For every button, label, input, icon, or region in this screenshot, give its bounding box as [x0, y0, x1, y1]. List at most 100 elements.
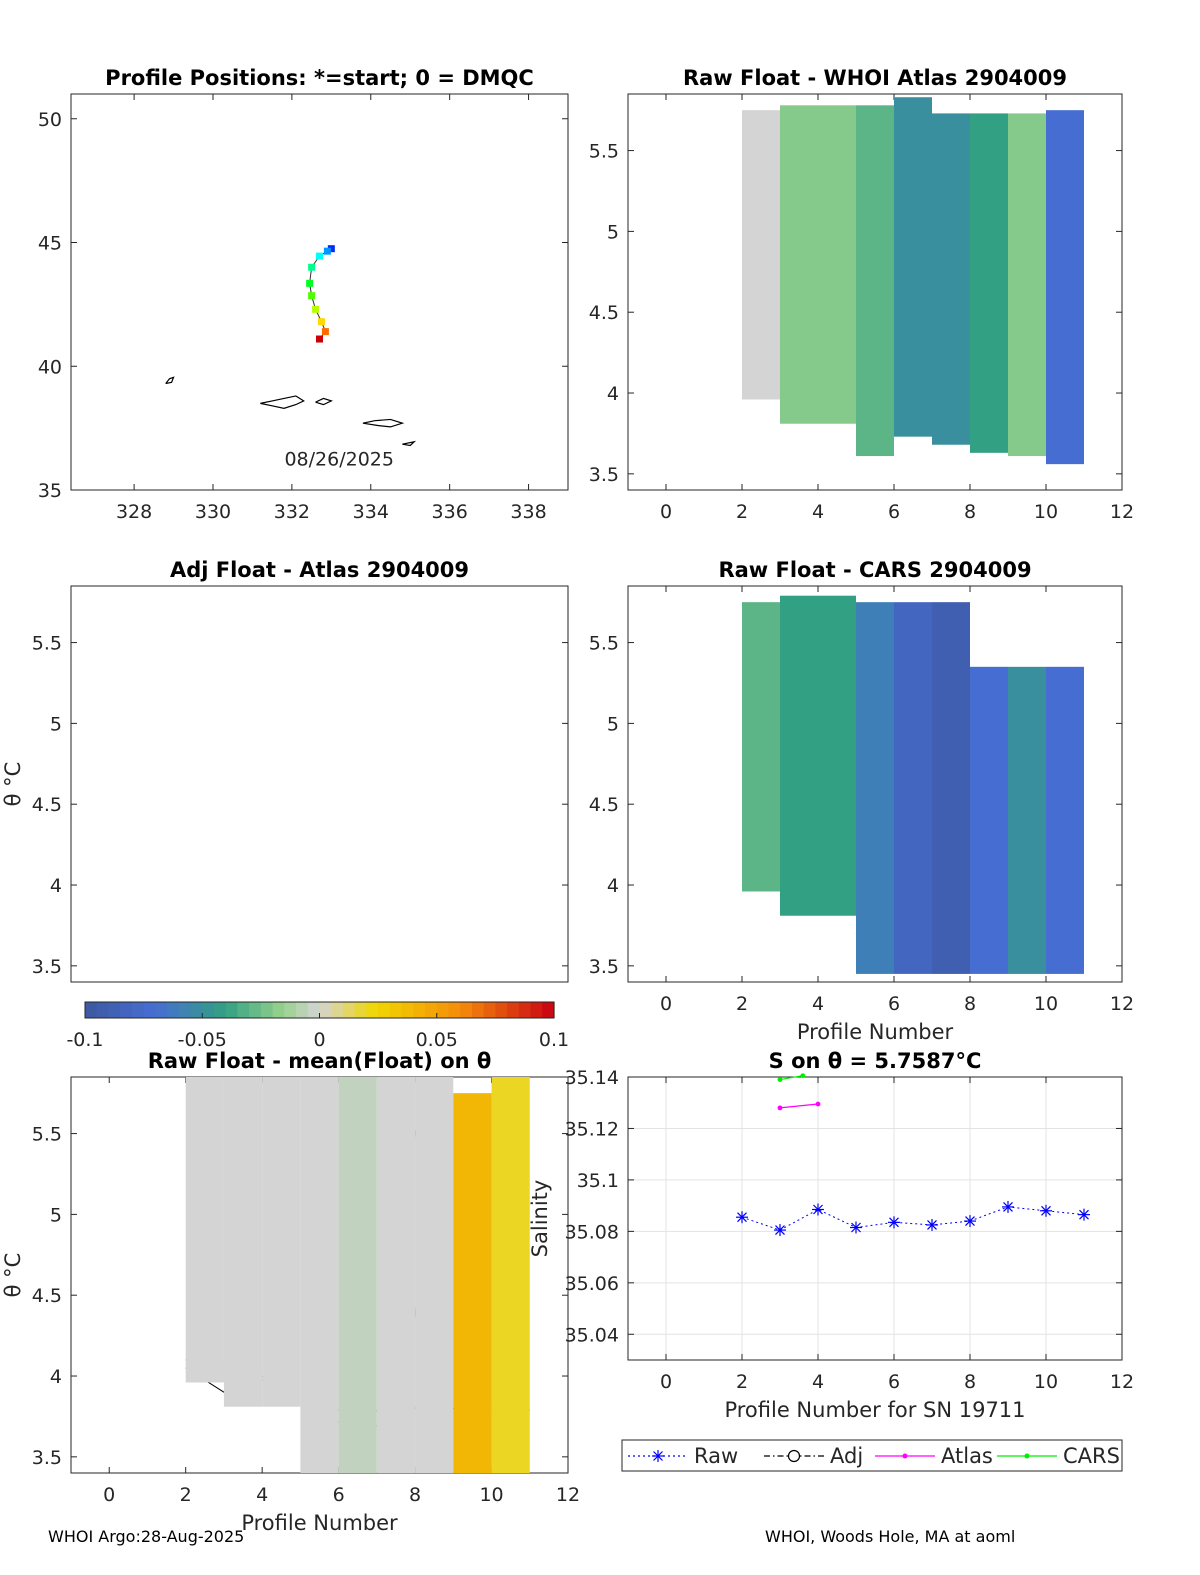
- raw-point-stroke: [927, 1220, 937, 1230]
- mean-cells: [185, 1077, 530, 1473]
- salinity-xtick-label: 6: [888, 1371, 900, 1393]
- colorbar-tick-label: -0.05: [178, 1029, 227, 1051]
- mean-xtick-label: 12: [556, 1484, 580, 1506]
- salinity-axes: 0 2 4 6 8 10 12 35.04 35.06 35.08 35.1 35.12 35.14 S …: [528, 1049, 1134, 1422]
- map-contour: [402, 440, 417, 447]
- legend-label-adj: Adj: [830, 1444, 863, 1468]
- raw-point: [1002, 1200, 1014, 1213]
- colorbar-segment: [307, 1002, 321, 1018]
- raw-point-stroke: [1079, 1209, 1089, 1220]
- adj-ytick-label: 3.5: [32, 956, 62, 978]
- colorbar-segment: [190, 1002, 203, 1018]
- salinity-xtick-label: 0: [660, 1371, 672, 1393]
- colorbar-segment: [448, 1002, 461, 1018]
- cars-column: [1008, 666, 1046, 974]
- map-profile-marker: [317, 318, 325, 326]
- map-track-line: [309, 248, 332, 340]
- salinity-ytick-label: 35.14: [565, 1067, 619, 1089]
- atlas-xtick-label: 2: [736, 501, 748, 523]
- salinity-ytick-label: 35.04: [565, 1324, 619, 1346]
- colorbar-tick-label: 0: [313, 1029, 325, 1051]
- map-profile-marker: [308, 263, 316, 271]
- raw-point: [736, 1211, 748, 1224]
- cars-xtick-label: 4: [812, 993, 824, 1015]
- colorbar-tick-label: -0.1: [66, 1029, 103, 1051]
- raw-point-stroke: [851, 1222, 861, 1233]
- salinity-legend: Raw Adj Atlas CARS: [621, 1439, 1123, 1472]
- colorbar-segment: [401, 1002, 414, 1018]
- map-contour: [260, 395, 305, 409]
- raw-line: [741, 1206, 1085, 1231]
- atlas-column: [894, 97, 932, 437]
- mean-column: [376, 1077, 416, 1473]
- raw-point: [1040, 1204, 1052, 1217]
- map-contour: [165, 376, 175, 385]
- colorbar-segment: [120, 1002, 133, 1018]
- mean-column: [453, 1093, 492, 1473]
- colorbar-segment: [155, 1002, 168, 1018]
- atlas-ytick-label: 5: [607, 221, 619, 243]
- mean-ylabel: θ °C: [1, 1253, 25, 1298]
- map-xtick-label: 338: [510, 501, 546, 523]
- mean-ytick-label: 3.5: [32, 1447, 62, 1469]
- map-profile-marker: [316, 335, 323, 343]
- map-xtick-label: 328: [116, 501, 152, 523]
- atlas-column: [970, 113, 1008, 453]
- cars-point: [777, 1077, 783, 1082]
- salinity-ytick-label: 35.08: [565, 1221, 619, 1243]
- cars-frame: [627, 585, 1123, 983]
- footer-right: WHOI, Woods Hole, MA at aoml: [765, 1527, 1016, 1546]
- footer-left: WHOI Argo:28-Aug-2025: [48, 1527, 245, 1546]
- salinity-title: S on θ = 5.7587°C: [769, 1049, 982, 1073]
- colorbar-tick-label: 0.1: [539, 1029, 569, 1051]
- salinity-ytick-label: 35.12: [565, 1118, 619, 1140]
- colorbar-segment: [296, 1002, 309, 1018]
- map-ytick-label: 45: [38, 233, 62, 255]
- map-axes: 08/26/2025 328 330 332 334 336 338 35 40 45 50 Prof…: [38, 66, 569, 523]
- colorbar-segment: [483, 1002, 496, 1018]
- atlas-point: [777, 1105, 783, 1111]
- raw-point: [812, 1203, 824, 1216]
- colorbar-segment: [354, 1002, 367, 1018]
- mean-xtick-label: 6: [333, 1484, 345, 1506]
- colorbar-segment: [225, 1002, 239, 1018]
- atlas-ytick-label: 3.5: [589, 464, 619, 486]
- cars-column: [932, 602, 970, 974]
- colorbar-segment: [108, 1002, 121, 1018]
- salinity-series: [736, 1073, 1090, 1237]
- map-profile-marker: [321, 328, 329, 336]
- colorbar-segment: [167, 1002, 180, 1018]
- adj-ytick-label: 4.5: [32, 794, 62, 816]
- cars-column: [1046, 666, 1084, 974]
- raw-point: [774, 1224, 786, 1237]
- colorbar-segment: [530, 1002, 543, 1018]
- map-contour: [362, 418, 405, 428]
- cars-column: [780, 595, 818, 916]
- colorbar-segment: [272, 1002, 285, 1018]
- map-date-label: 08/26/2025: [284, 448, 394, 470]
- map-frame: [70, 93, 569, 491]
- mean-column: [262, 1077, 301, 1407]
- salinity-xtick-label: 8: [964, 1371, 976, 1393]
- mean-ytick-label: 5: [50, 1204, 62, 1226]
- colorbar-segment: [507, 1002, 520, 1018]
- map-xtick-label: 334: [353, 501, 389, 523]
- mean-ytick-label: 4: [50, 1366, 62, 1388]
- mean-ytick-label: 5.5: [32, 1124, 62, 1146]
- atlas-column: [856, 105, 894, 457]
- legend-marker-raw: [653, 1451, 663, 1461]
- atlas-column: [780, 105, 818, 424]
- mean-xlabel: Profile Number: [241, 1511, 398, 1535]
- atlas-xtick-label: 12: [1110, 501, 1134, 523]
- colorbar-segment: [542, 1002, 555, 1018]
- mean-xtick-label: 4: [256, 1484, 268, 1506]
- legend-marker-adj: [787, 1449, 801, 1463]
- colorbar-segment: [178, 1002, 192, 1018]
- legend-label-raw: Raw: [694, 1444, 738, 1468]
- adj-ytick-label: 5.5: [32, 633, 62, 655]
- mean-xtick-label: 0: [103, 1484, 115, 1506]
- salinity-xtick-label: 12: [1110, 1371, 1134, 1393]
- atlas-ytick-label: 5.5: [589, 141, 619, 163]
- salinity-xlabel: Profile Number for SN 19711: [724, 1398, 1025, 1422]
